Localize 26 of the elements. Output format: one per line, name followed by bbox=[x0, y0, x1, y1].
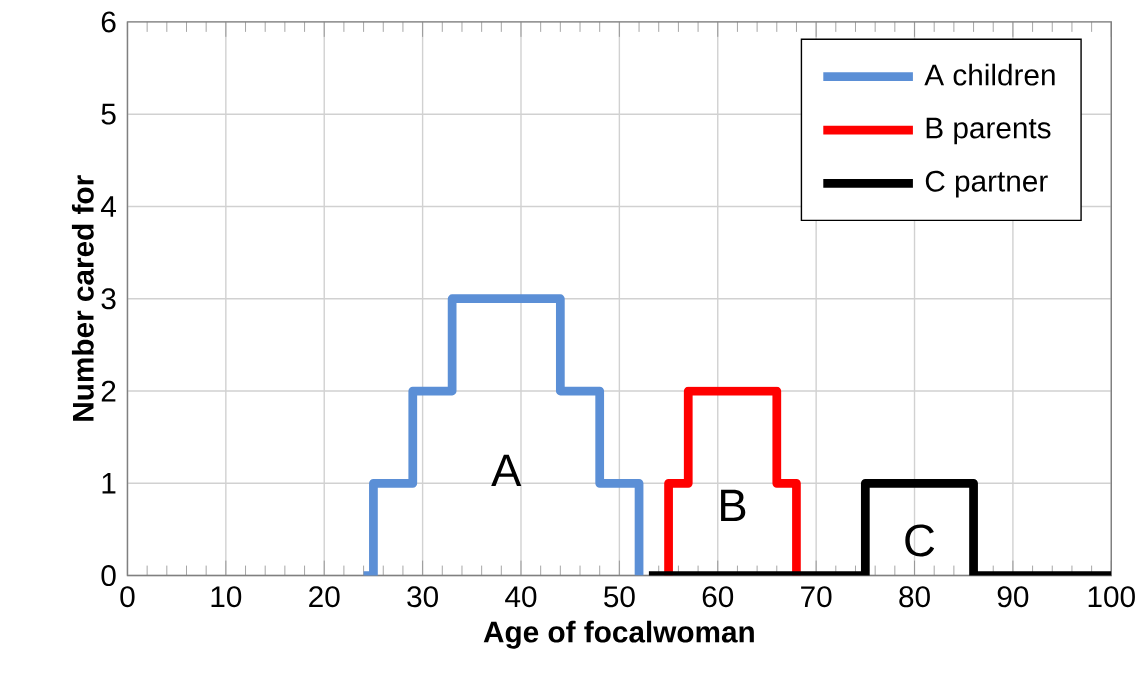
y-axis-title: Number cared for bbox=[71, 175, 94, 421]
y-tick-label: 5 bbox=[101, 103, 116, 125]
annotation: B bbox=[721, 489, 746, 522]
x-axis-title: Age of focalwoman bbox=[483, 620, 754, 649]
x-tick-label: 90 bbox=[997, 586, 1029, 608]
x-tick-label: 40 bbox=[505, 586, 537, 608]
x-tick-label: 30 bbox=[407, 586, 438, 608]
y-tick-label: 2 bbox=[101, 380, 116, 402]
y-tick-label: 4 bbox=[100, 196, 116, 217]
legend-label: C partner bbox=[925, 170, 1048, 198]
annotation: A bbox=[491, 454, 522, 486]
x-tick-label: 80 bbox=[899, 586, 930, 608]
annotation: C bbox=[905, 524, 935, 557]
x-tick-label: 60 bbox=[702, 586, 734, 608]
x-tick-label: 10 bbox=[211, 586, 242, 608]
x-tick-label: 20 bbox=[309, 586, 340, 608]
y-tick-label: 0 bbox=[101, 565, 116, 587]
x-tick-label: 100 bbox=[1088, 586, 1135, 608]
legend-label: B parents bbox=[926, 117, 1051, 145]
y-tick-label: 1 bbox=[102, 473, 116, 494]
legend-label: A children bbox=[924, 63, 1055, 86]
y-tick-label: 6 bbox=[101, 11, 116, 33]
x-tick-label: 70 bbox=[801, 586, 832, 608]
x-tick-label: 0 bbox=[120, 586, 135, 608]
x-tick-label: 50 bbox=[604, 586, 635, 608]
y-tick-label: 3 bbox=[101, 288, 116, 310]
